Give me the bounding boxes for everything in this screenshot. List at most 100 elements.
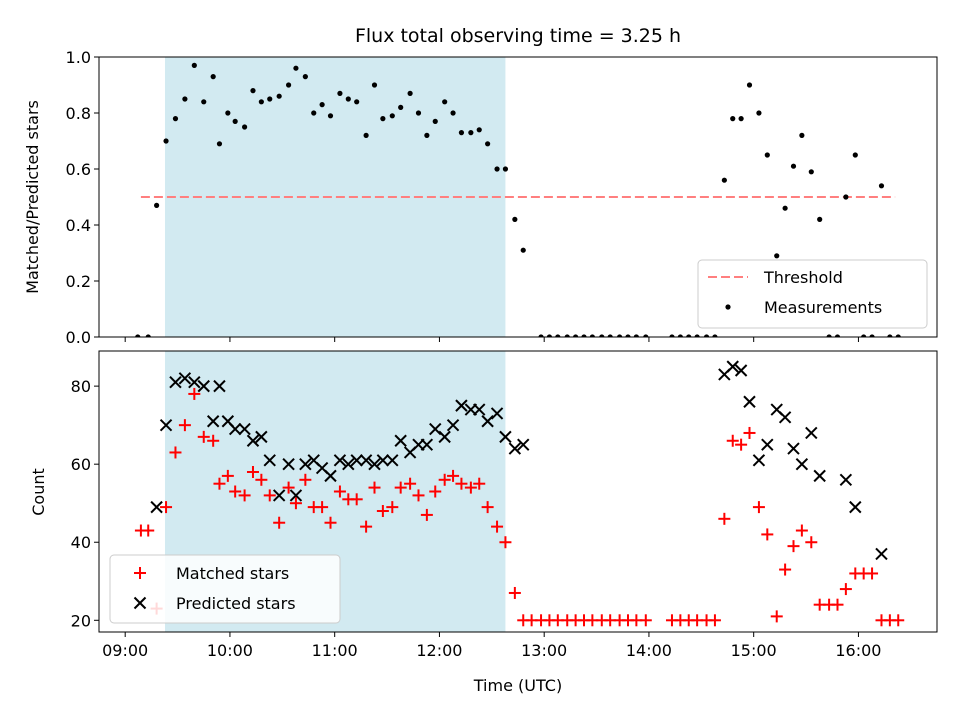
- measurement-point: [345, 96, 351, 102]
- measurement-point: [861, 334, 867, 337]
- predicted-point: [394, 434, 407, 447]
- y-tick-label: 0.4: [66, 216, 91, 235]
- measurement-point: [327, 113, 334, 119]
- x-axis-label: Time (UTC): [473, 676, 562, 695]
- measurement-point: [589, 334, 595, 337]
- predicted-point: [206, 415, 220, 428]
- measurement-point: [293, 65, 299, 71]
- measurement-point: [172, 116, 179, 122]
- predicted-point: [473, 403, 486, 416]
- measurement-point: [363, 132, 369, 138]
- legend-predicted-swatch: [133, 596, 147, 610]
- predicted-point: [178, 372, 192, 385]
- predicted-point: [481, 415, 494, 428]
- x-tick-label: 10:00: [207, 641, 253, 660]
- measurement-point: [485, 141, 491, 147]
- measurement-point: [450, 110, 456, 116]
- x-tick-label: 12:00: [416, 641, 462, 660]
- predicted-point: [734, 364, 748, 377]
- legend-measurements-label: Measurements: [764, 298, 882, 317]
- measurement-point: [746, 82, 753, 88]
- measurement-point: [625, 334, 631, 337]
- measurement-point: [354, 99, 360, 105]
- measurement-point: [564, 334, 570, 337]
- predicted-point: [508, 442, 522, 455]
- x-tick-label: 11:00: [312, 641, 358, 660]
- measurement-point: [878, 183, 885, 189]
- measurement-point: [808, 169, 814, 175]
- measurement-point: [389, 113, 395, 119]
- predicted-point: [238, 422, 251, 436]
- predicted-point: [743, 395, 756, 408]
- predicted-point: [376, 454, 390, 467]
- measurement-point: [581, 334, 587, 337]
- predicted-point: [795, 457, 809, 471]
- measurement-point: [633, 334, 639, 337]
- measurement-point: [216, 141, 223, 147]
- y-tick-label: 0.6: [66, 160, 91, 179]
- measurement-point: [311, 110, 317, 116]
- measurement-point: [643, 334, 649, 337]
- x-tick-label: 13:00: [521, 641, 567, 660]
- x-tick-label: 15:00: [731, 641, 777, 660]
- measurement-point: [182, 96, 188, 102]
- measurement-point: [494, 166, 500, 172]
- measurement-point: [774, 253, 780, 259]
- measurement-point: [210, 74, 216, 80]
- predicted-point: [490, 407, 504, 420]
- panel-frame: [98, 56, 938, 338]
- predicted-point: [213, 379, 226, 393]
- y-tick-label: 20: [71, 611, 91, 630]
- legend-matched-label: Matched stars: [176, 564, 289, 583]
- predicted-point: [246, 434, 260, 447]
- predicted-point: [875, 547, 888, 561]
- measurement-point: [476, 127, 482, 133]
- ratio-panel: 0.0 0.2 0.4 0.6 0.8 1.0 Threshold Measurements: [66, 48, 938, 347]
- measurement-point: [546, 334, 553, 337]
- predicted-point: [197, 379, 210, 393]
- measurement-point: [703, 334, 710, 337]
- legend-predicted-label: Predicted stars: [176, 594, 296, 613]
- measurement-point: [468, 130, 474, 136]
- y-tick-label: 60: [71, 455, 91, 474]
- measurement-point: [617, 334, 623, 337]
- measurement-point: [834, 334, 841, 337]
- predicted-point: [849, 500, 862, 514]
- bottom-legend: [109, 554, 341, 624]
- chart-title: Flux total observing time = 3.25 h: [355, 25, 681, 47]
- measurement-point: [669, 334, 675, 337]
- measurement-point: [319, 102, 325, 108]
- predicted-point: [499, 430, 512, 444]
- top-y-axis-label: Matched/Predicted stars: [23, 100, 42, 294]
- measurement-point: [843, 194, 849, 200]
- predicted-point: [839, 473, 853, 486]
- legend-threshold-label: Threshold: [763, 268, 843, 287]
- measurement-point: [285, 82, 292, 88]
- measurement-point: [817, 216, 823, 222]
- measurement-point: [790, 163, 797, 169]
- predicted-point: [263, 454, 276, 467]
- predicted-point: [517, 438, 530, 451]
- predicted-point: [726, 360, 739, 373]
- measurement-point: [407, 90, 413, 96]
- measurement-point: [756, 110, 762, 116]
- measurement-point: [415, 110, 422, 116]
- y-tick-label: 80: [71, 377, 91, 396]
- predicted-point: [778, 411, 792, 424]
- measurement-point: [895, 334, 901, 337]
- predicted-point: [169, 376, 182, 389]
- measurement-point: [520, 247, 526, 253]
- measurement-point: [686, 334, 692, 337]
- measurement-point: [694, 334, 700, 337]
- predicted-point: [386, 454, 399, 467]
- measurement-point: [276, 93, 282, 99]
- predicted-point: [813, 469, 826, 483]
- plot-area: [134, 360, 905, 627]
- measurement-point: [242, 124, 248, 130]
- predicted-point: [350, 454, 363, 467]
- measurement-point: [442, 99, 448, 105]
- measurement-point: [799, 132, 805, 138]
- measurement-point: [764, 152, 770, 158]
- legend-measurements-swatch: [725, 304, 731, 310]
